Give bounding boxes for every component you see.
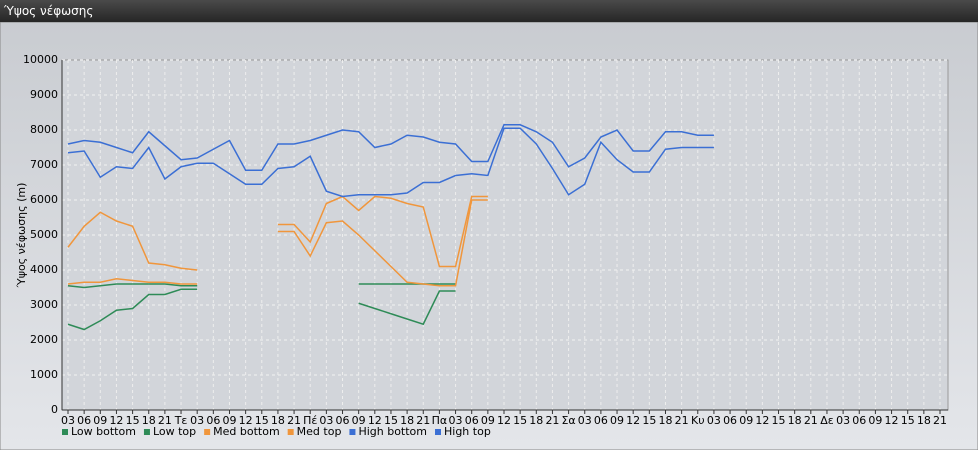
series-line bbox=[67, 199, 488, 287]
y-tick-label: 10000 bbox=[23, 53, 58, 66]
x-tick-label: 18 bbox=[917, 414, 931, 427]
series-line bbox=[67, 124, 714, 171]
legend-swatch bbox=[143, 429, 150, 435]
x-tick-label: 18 bbox=[788, 414, 802, 427]
x-tick-label: 09 bbox=[352, 414, 366, 427]
series-line bbox=[67, 288, 456, 331]
x-tick-label: 12 bbox=[109, 414, 123, 427]
x-tick-label: 21 bbox=[933, 414, 947, 427]
legend-swatch bbox=[349, 429, 356, 435]
x-tick-label: 15 bbox=[901, 414, 915, 427]
x-tick-label: 18 bbox=[142, 414, 156, 427]
x-tick-label: Δε bbox=[820, 414, 834, 427]
widget-title: Ύψος νέφωσης bbox=[0, 0, 978, 22]
x-tick-label: 09 bbox=[222, 414, 236, 427]
x-tick-label: 15 bbox=[126, 414, 140, 427]
x-tick-label: 09 bbox=[93, 414, 107, 427]
y-tick-label: 9000 bbox=[30, 88, 58, 101]
legend-swatch bbox=[287, 429, 294, 435]
x-tick-label: 15 bbox=[772, 414, 786, 427]
legend-label: Low bottom bbox=[71, 425, 136, 438]
x-tick-label: 15 bbox=[642, 414, 656, 427]
x-tick-label: 15 bbox=[255, 414, 269, 427]
y-axis-label: Ύψος νέφωσης (m) bbox=[15, 183, 28, 289]
y-tick-label: 8000 bbox=[30, 123, 58, 136]
x-tick-label: Πα bbox=[432, 414, 448, 427]
legend-label: High bottom bbox=[358, 425, 427, 438]
x-tick-label: Σα bbox=[561, 414, 575, 427]
x-tick-label: 09 bbox=[739, 414, 753, 427]
x-tick-label: 09 bbox=[610, 414, 624, 427]
legend-swatch bbox=[435, 429, 441, 435]
x-tick-label: 21 bbox=[804, 414, 818, 427]
series-line bbox=[67, 127, 714, 198]
x-tick-label: Κυ bbox=[691, 414, 705, 427]
x-tick-label: 03 bbox=[836, 414, 850, 427]
x-tick-label: 12 bbox=[239, 414, 253, 427]
x-tick-label: 06 bbox=[336, 414, 350, 427]
x-tick-label: 21 bbox=[416, 414, 430, 427]
y-tick-label: 7000 bbox=[30, 158, 58, 171]
x-tick-label: 21 bbox=[545, 414, 559, 427]
x-tick-label: 12 bbox=[755, 414, 769, 427]
x-tick-label: 18 bbox=[400, 414, 414, 427]
x-tick-label: 06 bbox=[206, 414, 220, 427]
x-tick-label: 15 bbox=[384, 414, 398, 427]
y-tick-label: 0 bbox=[51, 403, 58, 416]
x-tick-label: 18 bbox=[529, 414, 543, 427]
legend-label: Med bottom bbox=[213, 425, 280, 438]
x-tick-label: 12 bbox=[626, 414, 640, 427]
x-tick-label: 03 bbox=[449, 414, 463, 427]
y-tick-label: 2000 bbox=[30, 333, 58, 346]
x-tick-label: 09 bbox=[481, 414, 495, 427]
x-tick-label: 18 bbox=[271, 414, 285, 427]
y-tick-label: 3000 bbox=[30, 298, 58, 311]
x-tick-label: 06 bbox=[852, 414, 866, 427]
x-tick-label: 03 bbox=[319, 414, 333, 427]
x-tick-label: 12 bbox=[368, 414, 382, 427]
x-tick-label: 06 bbox=[594, 414, 608, 427]
x-tick-label: 18 bbox=[658, 414, 672, 427]
x-tick-label: 12 bbox=[497, 414, 511, 427]
chart: Ύψος νέφωσης (m) 0 1000 2000 3000 4000 5000 60… bbox=[0, 22, 978, 450]
legend-label: Low top bbox=[153, 425, 196, 438]
x-tick-label: 21 bbox=[675, 414, 689, 427]
x-tick-label: Τε bbox=[174, 414, 188, 427]
x-tick-label: 03 bbox=[190, 414, 204, 427]
x-tick-label: 03 bbox=[707, 414, 721, 427]
legend-label: High top bbox=[444, 425, 491, 438]
x-tick-label: 06 bbox=[77, 414, 91, 427]
legend-swatch bbox=[62, 429, 68, 435]
x-tick-label: 06 bbox=[465, 414, 479, 427]
x-tick-label: 21 bbox=[287, 414, 301, 427]
legend-swatch bbox=[204, 429, 211, 435]
x-tick-label: 15 bbox=[513, 414, 527, 427]
y-tick-label: 6000 bbox=[30, 193, 58, 206]
x-tick-label: 12 bbox=[885, 414, 899, 427]
y-tick-label: 1000 bbox=[30, 368, 58, 381]
x-tick-label: Πέ bbox=[303, 414, 317, 427]
x-tick-label: 21 bbox=[158, 414, 172, 427]
series-line bbox=[67, 283, 456, 289]
y-tick-label: 4000 bbox=[30, 263, 58, 276]
series-line bbox=[67, 195, 488, 271]
x-tick-label: 09 bbox=[868, 414, 882, 427]
legend-label: Med top bbox=[297, 425, 342, 438]
x-tick-label: 06 bbox=[723, 414, 737, 427]
y-tick-label: 5000 bbox=[30, 228, 58, 241]
x-tick-label: 03 bbox=[578, 414, 592, 427]
x-tick-label: 03 bbox=[61, 414, 75, 427]
